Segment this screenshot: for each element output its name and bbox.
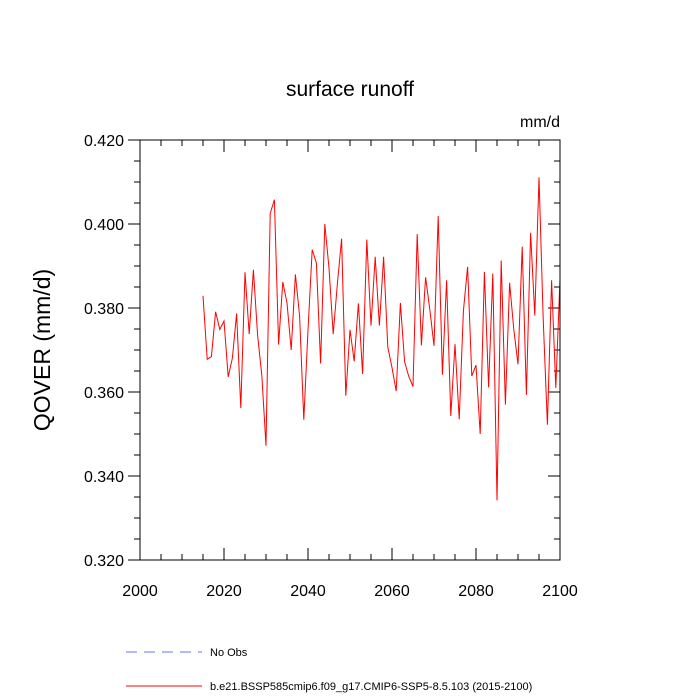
legend-label: b.e21.BSSP585cmip6.f09_g17.CMIP6-SSP5-8.… <box>210 681 532 693</box>
x-tick-label: 2080 <box>458 583 494 600</box>
x-tick-label: 2000 <box>122 583 158 600</box>
legend-label: No Obs <box>210 647 248 659</box>
x-tick-label: 2100 <box>542 583 578 600</box>
y-tick-labels: 0.320 0.340 0.360 0.380 0.400 0.420 <box>84 133 124 570</box>
y-tick-label: 0.360 <box>84 385 124 402</box>
x-tick-labels: 2000 2020 2040 2060 2080 2100 <box>122 583 578 600</box>
units-label: mm/d <box>520 114 560 131</box>
legend: No Obs b.e21.BSSP585cmip6.f09_g17.CMIP6-S… <box>126 647 532 693</box>
y-tick-label: 0.380 <box>84 301 124 318</box>
y-tick-label: 0.340 <box>84 469 124 486</box>
y-tick-label: 0.320 <box>84 553 124 570</box>
chart-title: surface runoff <box>286 78 414 101</box>
chart-canvas: surface runoff mm/d QOVER (mm/d) 0.3200.… <box>0 0 700 700</box>
y-tick-label: 0.400 <box>84 217 124 234</box>
x-tick-label: 2060 <box>374 583 410 600</box>
x-tick-label: 2020 <box>206 583 242 600</box>
y-axis-label: QOVER (mm/d) <box>29 269 55 431</box>
x-tick-label: 2040 <box>290 583 326 600</box>
axis-ticks <box>128 140 560 560</box>
y-tick-label: 0.420 <box>84 133 124 150</box>
series-line-ssp585 <box>203 177 560 500</box>
